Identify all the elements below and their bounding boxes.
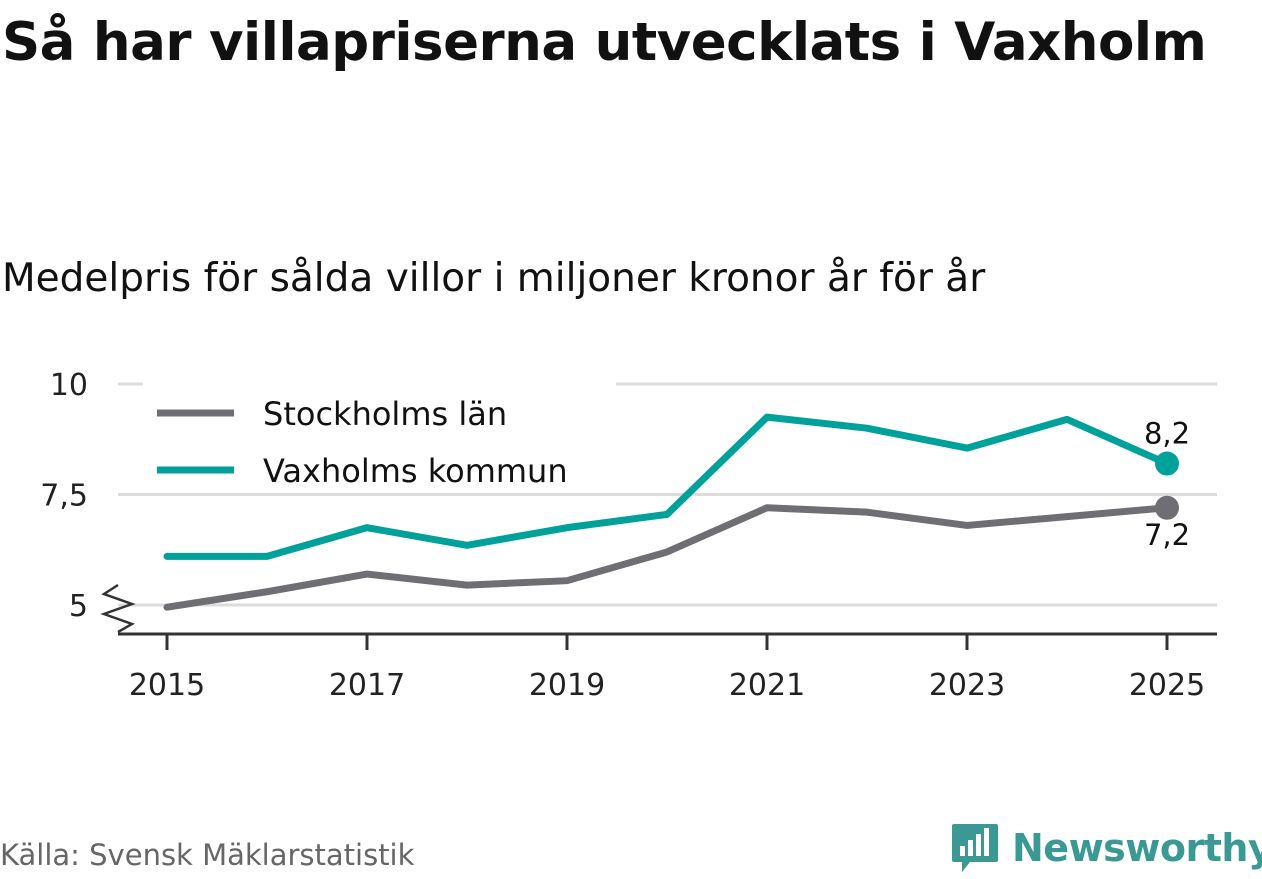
x-tick-label: 2021 xyxy=(729,668,805,703)
x-tick-label: 2015 xyxy=(129,668,205,703)
end-point-marker xyxy=(1155,495,1179,520)
y-axis-ticks: 5 7,5 10 xyxy=(40,368,88,624)
end-point-marker xyxy=(1155,451,1179,476)
chart-subtitle: Medelpris för sålda villor i miljoner kr… xyxy=(2,256,986,301)
brand-name: Newsworthy xyxy=(1012,826,1262,870)
legend-label: Vaxholms kommun xyxy=(263,452,568,490)
legend-label: Stockholms län xyxy=(263,395,507,433)
legend-box xyxy=(143,381,616,493)
newsworthy-logo: Newsworthy xyxy=(950,818,1262,878)
series-line xyxy=(163,504,1171,611)
y-tick-label: 5 xyxy=(69,589,88,624)
chart-title: Så har villapriserna utvecklats i Vaxhol… xyxy=(2,12,1207,73)
y-tick-label: 7,5 xyxy=(40,479,88,514)
series-line xyxy=(163,413,1171,560)
axis-break-icon xyxy=(100,583,136,634)
x-tick-label: 2025 xyxy=(1129,668,1205,703)
x-tick-label: 2017 xyxy=(329,668,405,703)
end-value-label: 8,2 xyxy=(1144,417,1190,451)
end-labels: 7,2 8,2 xyxy=(1144,417,1190,552)
x-axis: 2015 2017 2019 2021 2023 2025 xyxy=(100,583,1217,703)
source-note: Källa: Svensk Mäklarstatistik xyxy=(0,838,415,872)
legend: Stockholms län Vaxholms kommun xyxy=(143,381,616,493)
y-tick-label: 10 xyxy=(50,368,88,403)
series-lines xyxy=(163,413,1179,611)
bar-chart-speech-bubble-icon xyxy=(952,824,998,872)
x-tick-label: 2023 xyxy=(929,668,1005,703)
x-tick-label: 2019 xyxy=(529,668,605,703)
end-value-label: 7,2 xyxy=(1144,518,1190,552)
